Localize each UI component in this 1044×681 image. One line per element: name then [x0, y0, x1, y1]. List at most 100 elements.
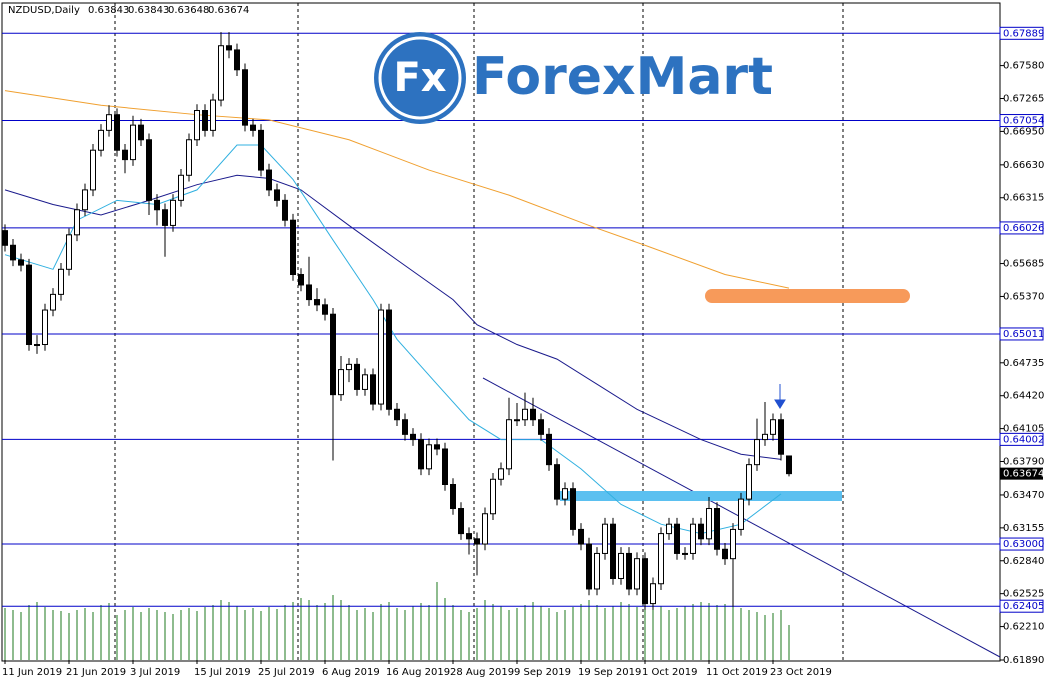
candle-body [746, 464, 752, 500]
y-tick-label: 0.66630 [1003, 160, 1044, 171]
candle-body [58, 268, 64, 295]
candle-body [410, 433, 416, 441]
candle-body [66, 234, 72, 270]
candle-body [490, 478, 496, 515]
last-price-box [1000, 467, 1043, 480]
candle-body [378, 309, 384, 405]
logo-name: ForexMart [472, 47, 773, 107]
candle-body [282, 199, 288, 221]
candle-body [98, 129, 104, 151]
candle-body [738, 498, 744, 530]
candle-body [618, 552, 624, 580]
y-tick-label: 0.65685 [1003, 259, 1044, 270]
candle-body [538, 419, 544, 435]
candle-body [138, 124, 144, 141]
candle-body [714, 508, 720, 550]
candle-body [202, 110, 208, 131]
candle-body [90, 149, 96, 191]
separators [114, 3, 844, 661]
candle-body [242, 69, 248, 126]
candle-body [426, 444, 432, 470]
candle-body [762, 433, 768, 441]
candle-body [570, 488, 576, 530]
y-tick-label: 0.67265 [1003, 93, 1044, 104]
y-tick-label: 0.62525 [1003, 589, 1044, 600]
candle-body [266, 169, 272, 191]
y-tick-label: 0.64735 [1003, 358, 1044, 369]
candle-body [634, 558, 640, 590]
level-label: 0.67054 [1003, 116, 1044, 127]
candle-body [530, 408, 536, 421]
header-close: 0.63674 [208, 5, 249, 16]
candle-body [50, 293, 56, 311]
candle-body [482, 513, 488, 545]
candle-body [386, 309, 392, 410]
candle-body [322, 304, 328, 315]
candle-body [354, 363, 360, 390]
candle-body [250, 124, 256, 131]
candle-body [522, 408, 528, 421]
candle-body [26, 264, 32, 346]
candle-body [650, 583, 656, 605]
level-box [999, 26, 1044, 40]
candle-body [434, 444, 440, 450]
arrow [774, 384, 786, 409]
candle-body [578, 528, 584, 545]
candle-body [770, 419, 776, 435]
candle-body [698, 523, 704, 540]
candle-body [194, 110, 200, 141]
y-tick-label: 0.67580 [1003, 61, 1044, 72]
candle-body [330, 313, 336, 396]
header-open: 0.63843 [88, 5, 129, 16]
candle-body [778, 419, 784, 455]
logo-badge: Fx [393, 55, 446, 101]
y-tick-label: 0.66315 [1003, 193, 1044, 204]
x-tick-label: 28 Aug 2019 [450, 667, 514, 677]
candle-body [362, 374, 368, 390]
x-tick-label: 23 Oct 2019 [770, 667, 832, 677]
candle-body [402, 419, 408, 435]
y-tick-label: 0.63790 [1003, 457, 1044, 468]
candle-body [314, 299, 320, 306]
y-tick-label: 0.66950 [1003, 126, 1044, 137]
x-tick-label: 19 Sep 2019 [578, 667, 641, 677]
candle-body [666, 523, 672, 535]
level-label: 0.62405 [1003, 601, 1044, 612]
x-tick-label: 25 Jul 2019 [258, 667, 315, 677]
candle-body [146, 139, 152, 201]
x-tick-label: 9 Sep 2019 [514, 667, 571, 677]
level-label: 0.65011 [1003, 329, 1044, 340]
candle-body [562, 488, 568, 500]
candle-body [2, 230, 8, 246]
x-tick-label: 1 Oct 2019 [642, 667, 697, 677]
level-box [999, 432, 1044, 446]
moving-average [4, 90, 790, 289]
candle-body [122, 149, 128, 161]
level-box [999, 599, 1044, 613]
candle-body [458, 508, 464, 535]
candle-body [602, 523, 608, 554]
y-tick-label: 0.62840 [1003, 556, 1044, 567]
header-high: 0.63843 [128, 5, 169, 16]
candle-body [258, 129, 264, 171]
x-tick-label: 11 Oct 2019 [706, 667, 768, 677]
candle-body [394, 408, 400, 421]
x-tick-label: 3 Jul 2019 [130, 667, 180, 677]
level-box [999, 327, 1044, 341]
level-label: 0.66026 [1003, 223, 1044, 234]
candle-body [74, 209, 80, 236]
candle-body [610, 523, 616, 580]
x-tick-label: 15 Jul 2019 [194, 667, 251, 677]
candle-body [114, 114, 120, 151]
candle-body [298, 274, 304, 286]
x-tick-label: 16 Aug 2019 [386, 667, 450, 677]
candle-body [306, 284, 312, 301]
level-label: 0.67889 [1003, 28, 1044, 39]
y-tick-label: 0.63470 [1003, 490, 1044, 501]
candle-body [658, 533, 664, 585]
candle-body [786, 455, 792, 475]
candle-body [498, 468, 504, 480]
candle-body [730, 528, 736, 560]
candle-body [682, 552, 688, 555]
candle-body [466, 533, 472, 540]
